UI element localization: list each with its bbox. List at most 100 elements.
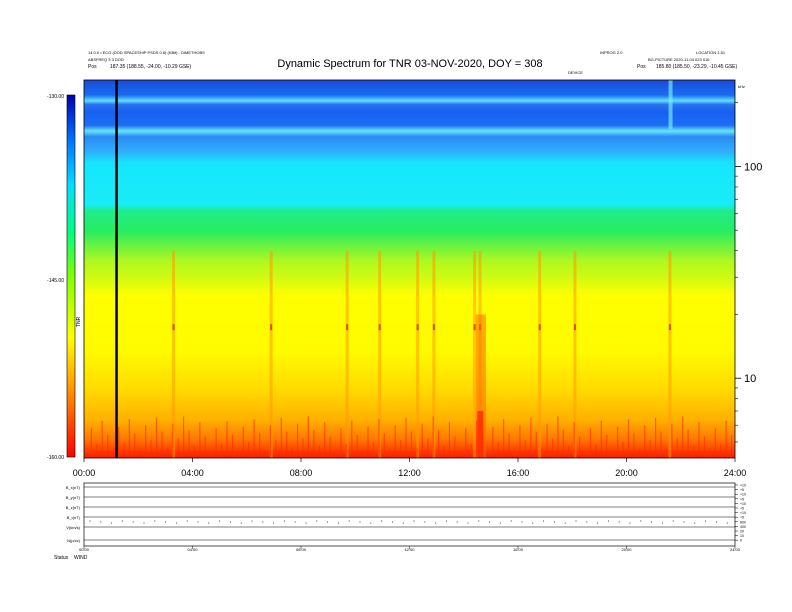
noise-streak bbox=[90, 428, 92, 458]
noise-streak bbox=[307, 416, 309, 458]
speed-sample bbox=[478, 520, 480, 522]
noise-streak bbox=[220, 443, 223, 458]
colorbar-tick-bottom: -160.00 bbox=[47, 455, 64, 461]
noise-streak bbox=[568, 445, 570, 458]
noise-streak bbox=[400, 440, 402, 458]
noise-streak bbox=[600, 420, 602, 458]
noise-streak bbox=[378, 419, 380, 458]
speed-sample bbox=[219, 520, 221, 522]
noise-streak bbox=[714, 428, 716, 458]
speed-sample bbox=[435, 522, 437, 524]
noise-streak bbox=[573, 422, 575, 458]
noise-streak bbox=[161, 431, 163, 458]
x-tick-label: 24:00 bbox=[724, 468, 747, 478]
noise-streak bbox=[372, 441, 375, 458]
noise-streak bbox=[557, 416, 559, 458]
lower-panel-row-label: B_z(nT) bbox=[66, 505, 81, 510]
lower-panel-x-label: 20:00 bbox=[621, 547, 632, 552]
noise-streak bbox=[356, 434, 358, 458]
noise-streak bbox=[622, 441, 624, 458]
speed-sample bbox=[143, 522, 145, 524]
lower-panel-x-label: 12:00 bbox=[404, 547, 415, 552]
lower-panel-right-label: +10 bbox=[740, 511, 746, 515]
speed-sample bbox=[359, 521, 361, 523]
header-right-inprog: INPROG 2.0 bbox=[600, 50, 623, 55]
burst-streak bbox=[668, 250, 672, 458]
noise-streak bbox=[210, 453, 212, 458]
speed-sample bbox=[424, 521, 426, 523]
noise-streak bbox=[318, 445, 320, 458]
noise-streak bbox=[215, 428, 217, 458]
noise-streak bbox=[465, 428, 467, 458]
noise-streak bbox=[193, 445, 196, 458]
noise-streak bbox=[508, 433, 510, 458]
lower-panel-right-label: +10 bbox=[740, 493, 746, 497]
x-axis: 00:00 04:00 08:00 12:00 16:00 20:00 24:00 bbox=[73, 458, 747, 478]
speed-sample bbox=[251, 520, 253, 522]
lower-panel: B_x(nT) B_y(nT) B_z(nT) B_t(nT) V(km/s) N(p/c… bbox=[66, 484, 746, 553]
speed-sample bbox=[564, 522, 566, 524]
noise-streak bbox=[248, 441, 250, 458]
speed-sample bbox=[499, 522, 501, 524]
lower-panel-right-label: +10 bbox=[740, 484, 746, 488]
noise-streak bbox=[692, 445, 695, 458]
speed-sample bbox=[456, 521, 458, 523]
noise-streak bbox=[112, 451, 114, 458]
x-tick-label: 16:00 bbox=[507, 468, 530, 478]
noise-streak bbox=[286, 431, 288, 458]
speed-sample bbox=[510, 520, 512, 522]
speed-sample bbox=[575, 520, 577, 522]
y-axis-right: 10 100 bbox=[735, 102, 762, 443]
noise-streak bbox=[579, 436, 581, 458]
burst-core bbox=[270, 324, 273, 331]
lower-panel-x-label: 04:00 bbox=[187, 547, 198, 552]
noise-streak bbox=[443, 445, 445, 458]
noise-streak bbox=[85, 453, 87, 458]
noise-streak bbox=[638, 449, 640, 458]
noise-streak bbox=[96, 443, 98, 458]
burst-streak bbox=[573, 250, 577, 458]
noise-streak bbox=[394, 425, 396, 458]
noise-streak bbox=[481, 434, 483, 458]
noise-streak bbox=[199, 422, 201, 458]
lower-panel-right-label: 400 bbox=[740, 525, 746, 529]
noise-streak bbox=[183, 416, 185, 458]
noise-streak bbox=[258, 433, 261, 458]
speed-sample bbox=[391, 521, 393, 523]
noise-streak bbox=[503, 419, 505, 458]
x-tick-label: 04:00 bbox=[181, 468, 204, 478]
noise-streak bbox=[551, 438, 554, 458]
speed-sample bbox=[629, 522, 631, 524]
noise-streak bbox=[172, 423, 174, 458]
noise-streak bbox=[492, 426, 494, 458]
colorbar-frame bbox=[66, 94, 76, 458]
strong-burst bbox=[475, 314, 486, 458]
noise-streak bbox=[145, 425, 147, 458]
noise-streak bbox=[269, 425, 272, 458]
noise-streak bbox=[177, 438, 179, 458]
noise-streak bbox=[633, 433, 635, 458]
speed-sample bbox=[683, 521, 685, 523]
burst-core bbox=[172, 324, 175, 331]
colorbar-tick-mid: -145.00 bbox=[47, 278, 64, 284]
noise-streak bbox=[242, 426, 244, 458]
noise-streak bbox=[644, 425, 646, 458]
header-left-line1: 14 0.0 • ECG (DOD SPACESHIP PSDS 0.6) (K… bbox=[88, 50, 205, 55]
noise-streak bbox=[134, 433, 136, 458]
burst-streak bbox=[416, 250, 420, 458]
burst-streak bbox=[172, 250, 176, 458]
noise-streak bbox=[421, 423, 423, 458]
speed-sample bbox=[89, 520, 91, 522]
speed-sample bbox=[381, 520, 383, 522]
noise-streak bbox=[703, 436, 706, 458]
speed-sample bbox=[467, 522, 469, 524]
noise-streak bbox=[606, 434, 608, 458]
burst-streak bbox=[345, 250, 349, 458]
noise-streak bbox=[324, 422, 326, 458]
speed-sample bbox=[694, 522, 696, 524]
speed-sample bbox=[553, 521, 555, 523]
speed-sample bbox=[661, 522, 663, 524]
noise-streak bbox=[275, 440, 277, 458]
lower-panel-row-label: V(km/s) bbox=[66, 525, 80, 530]
